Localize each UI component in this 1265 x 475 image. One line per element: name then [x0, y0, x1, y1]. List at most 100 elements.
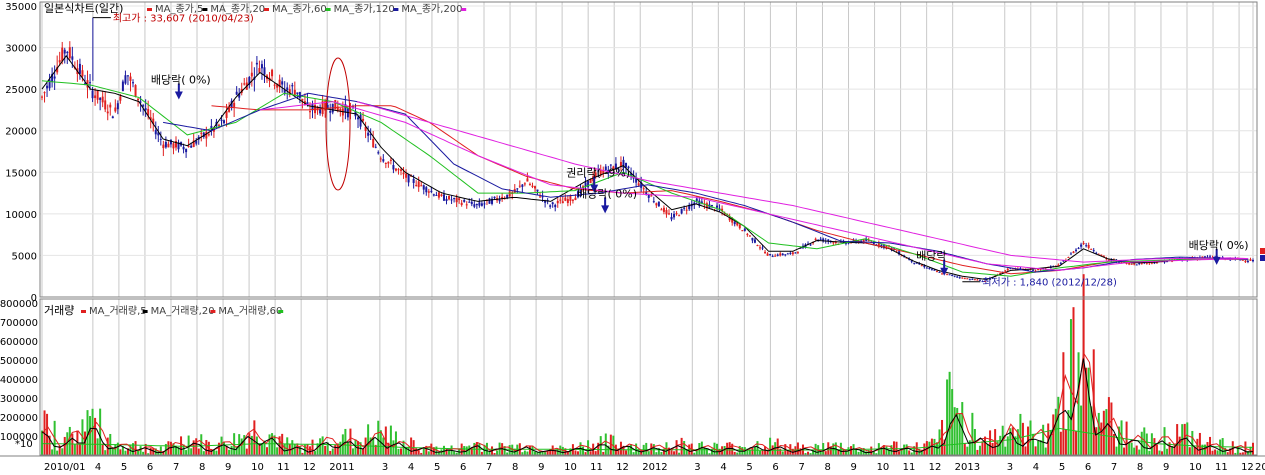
volume-bar: [991, 443, 994, 455]
candle-body: [832, 242, 835, 244]
candle-body: [460, 202, 463, 205]
candle-body: [528, 183, 531, 185]
volume-bar: [604, 433, 607, 455]
candle-body: [1130, 263, 1133, 265]
volume-bar: [480, 451, 483, 455]
volume-bar: [1219, 439, 1222, 455]
candle-body: [602, 170, 605, 174]
candle-body: [364, 126, 367, 131]
x-tick-label: 2012: [642, 462, 667, 473]
volume-bar: [796, 442, 799, 455]
candle-body: [463, 199, 466, 202]
volume-bar: [260, 443, 263, 455]
candle-body: [250, 72, 253, 77]
x-tick-label: 7: [486, 462, 492, 473]
volume-bar: [1039, 440, 1042, 455]
legend-label: MA_거래량,5: [89, 305, 147, 317]
candle-body: [427, 191, 430, 193]
volume-bar: [427, 451, 430, 455]
candle-body: [650, 195, 653, 197]
legends: 일본식차트(일간) MA_종가,5 MA_종가,20 MA_종가,60 MA_종가,12…: [44, 1, 467, 317]
candle-body: [71, 56, 74, 60]
volume-bar: [1198, 432, 1201, 455]
candle-body: [865, 238, 868, 241]
candle-body: [405, 173, 408, 178]
x-tick-label: 4: [408, 462, 414, 473]
volume-bar: [948, 371, 951, 455]
candle-body: [685, 209, 688, 211]
volume-bar: [1234, 452, 1237, 455]
candle-body: [991, 277, 994, 279]
volume-bar: [319, 438, 322, 455]
candle-body: [946, 273, 949, 275]
volume-bar: [134, 441, 137, 455]
volume-bar: [963, 442, 966, 455]
volume-bar: [670, 450, 673, 455]
candle-body: [741, 230, 744, 232]
candle-body: [301, 98, 304, 101]
candle-body: [187, 145, 190, 147]
annotation-label: 최고가 : 33,607 (2010/04/23): [113, 13, 254, 25]
legend-label: MA_종가,200: [401, 3, 462, 15]
candle-body: [334, 100, 337, 110]
candle-body: [536, 189, 539, 192]
volume-bar: [400, 448, 403, 455]
candle-body: [41, 96, 43, 98]
volume-bar: [625, 450, 628, 455]
candle-body: [539, 196, 542, 198]
volume-bar: [822, 442, 825, 455]
ex-rights-arrow: [1212, 256, 1221, 265]
volume-bar: [202, 451, 205, 455]
candle-body: [533, 186, 536, 189]
ma-line-2: [211, 105, 1249, 275]
volume-y-tick-label: 200000: [0, 413, 38, 424]
volume-unit-label: *10: [15, 439, 33, 450]
candle-body: [1095, 252, 1098, 254]
candle-body: [389, 159, 392, 161]
candle-body: [1100, 254, 1103, 256]
candle-body: [382, 159, 385, 162]
volume-bar: [506, 452, 509, 455]
volume-bar: [536, 451, 539, 455]
candle-body: [688, 204, 691, 210]
candle-body: [465, 204, 468, 206]
volume-bar: [367, 424, 370, 455]
x-tick-label: 7: [798, 462, 804, 473]
candle-body: [83, 83, 86, 85]
volume-bar: [989, 430, 992, 455]
candle-body: [1209, 256, 1212, 258]
volume-bar: [1019, 413, 1022, 455]
candle-body: [544, 200, 547, 203]
volume-bar: [266, 447, 269, 455]
x-tick-label: 5: [434, 462, 440, 473]
ma-line-3: [41, 80, 1249, 277]
candle-body: [94, 95, 97, 98]
candle-body: [637, 183, 640, 186]
volume-bar: [516, 444, 519, 455]
candle-body: [207, 134, 210, 136]
volume-bar: [685, 450, 688, 455]
volume-bar: [680, 437, 683, 455]
candle-body: [470, 201, 473, 205]
volume-bar: [786, 450, 789, 455]
candle-body: [63, 49, 66, 54]
volume-bar: [1196, 438, 1199, 455]
candle-body: [743, 228, 746, 231]
candle-body: [794, 252, 797, 254]
candle-body: [498, 199, 501, 202]
volume-bar: [445, 448, 448, 455]
candle-body: [109, 104, 112, 108]
volume-bar: [137, 450, 140, 455]
ex-rights-arrow: [940, 267, 949, 276]
candle-body: [920, 265, 923, 267]
candle-body: [1145, 262, 1148, 264]
volume-bar: [475, 442, 478, 455]
volume-bar: [1064, 429, 1067, 455]
volume-bar: [839, 442, 842, 455]
annotation-label: 배당락( 0%): [577, 187, 637, 200]
annotation-label: 배당락( 0%): [151, 73, 211, 86]
x-tick-label: 9: [225, 462, 231, 473]
candle-body: [43, 92, 46, 94]
volume-bar: [710, 448, 713, 455]
